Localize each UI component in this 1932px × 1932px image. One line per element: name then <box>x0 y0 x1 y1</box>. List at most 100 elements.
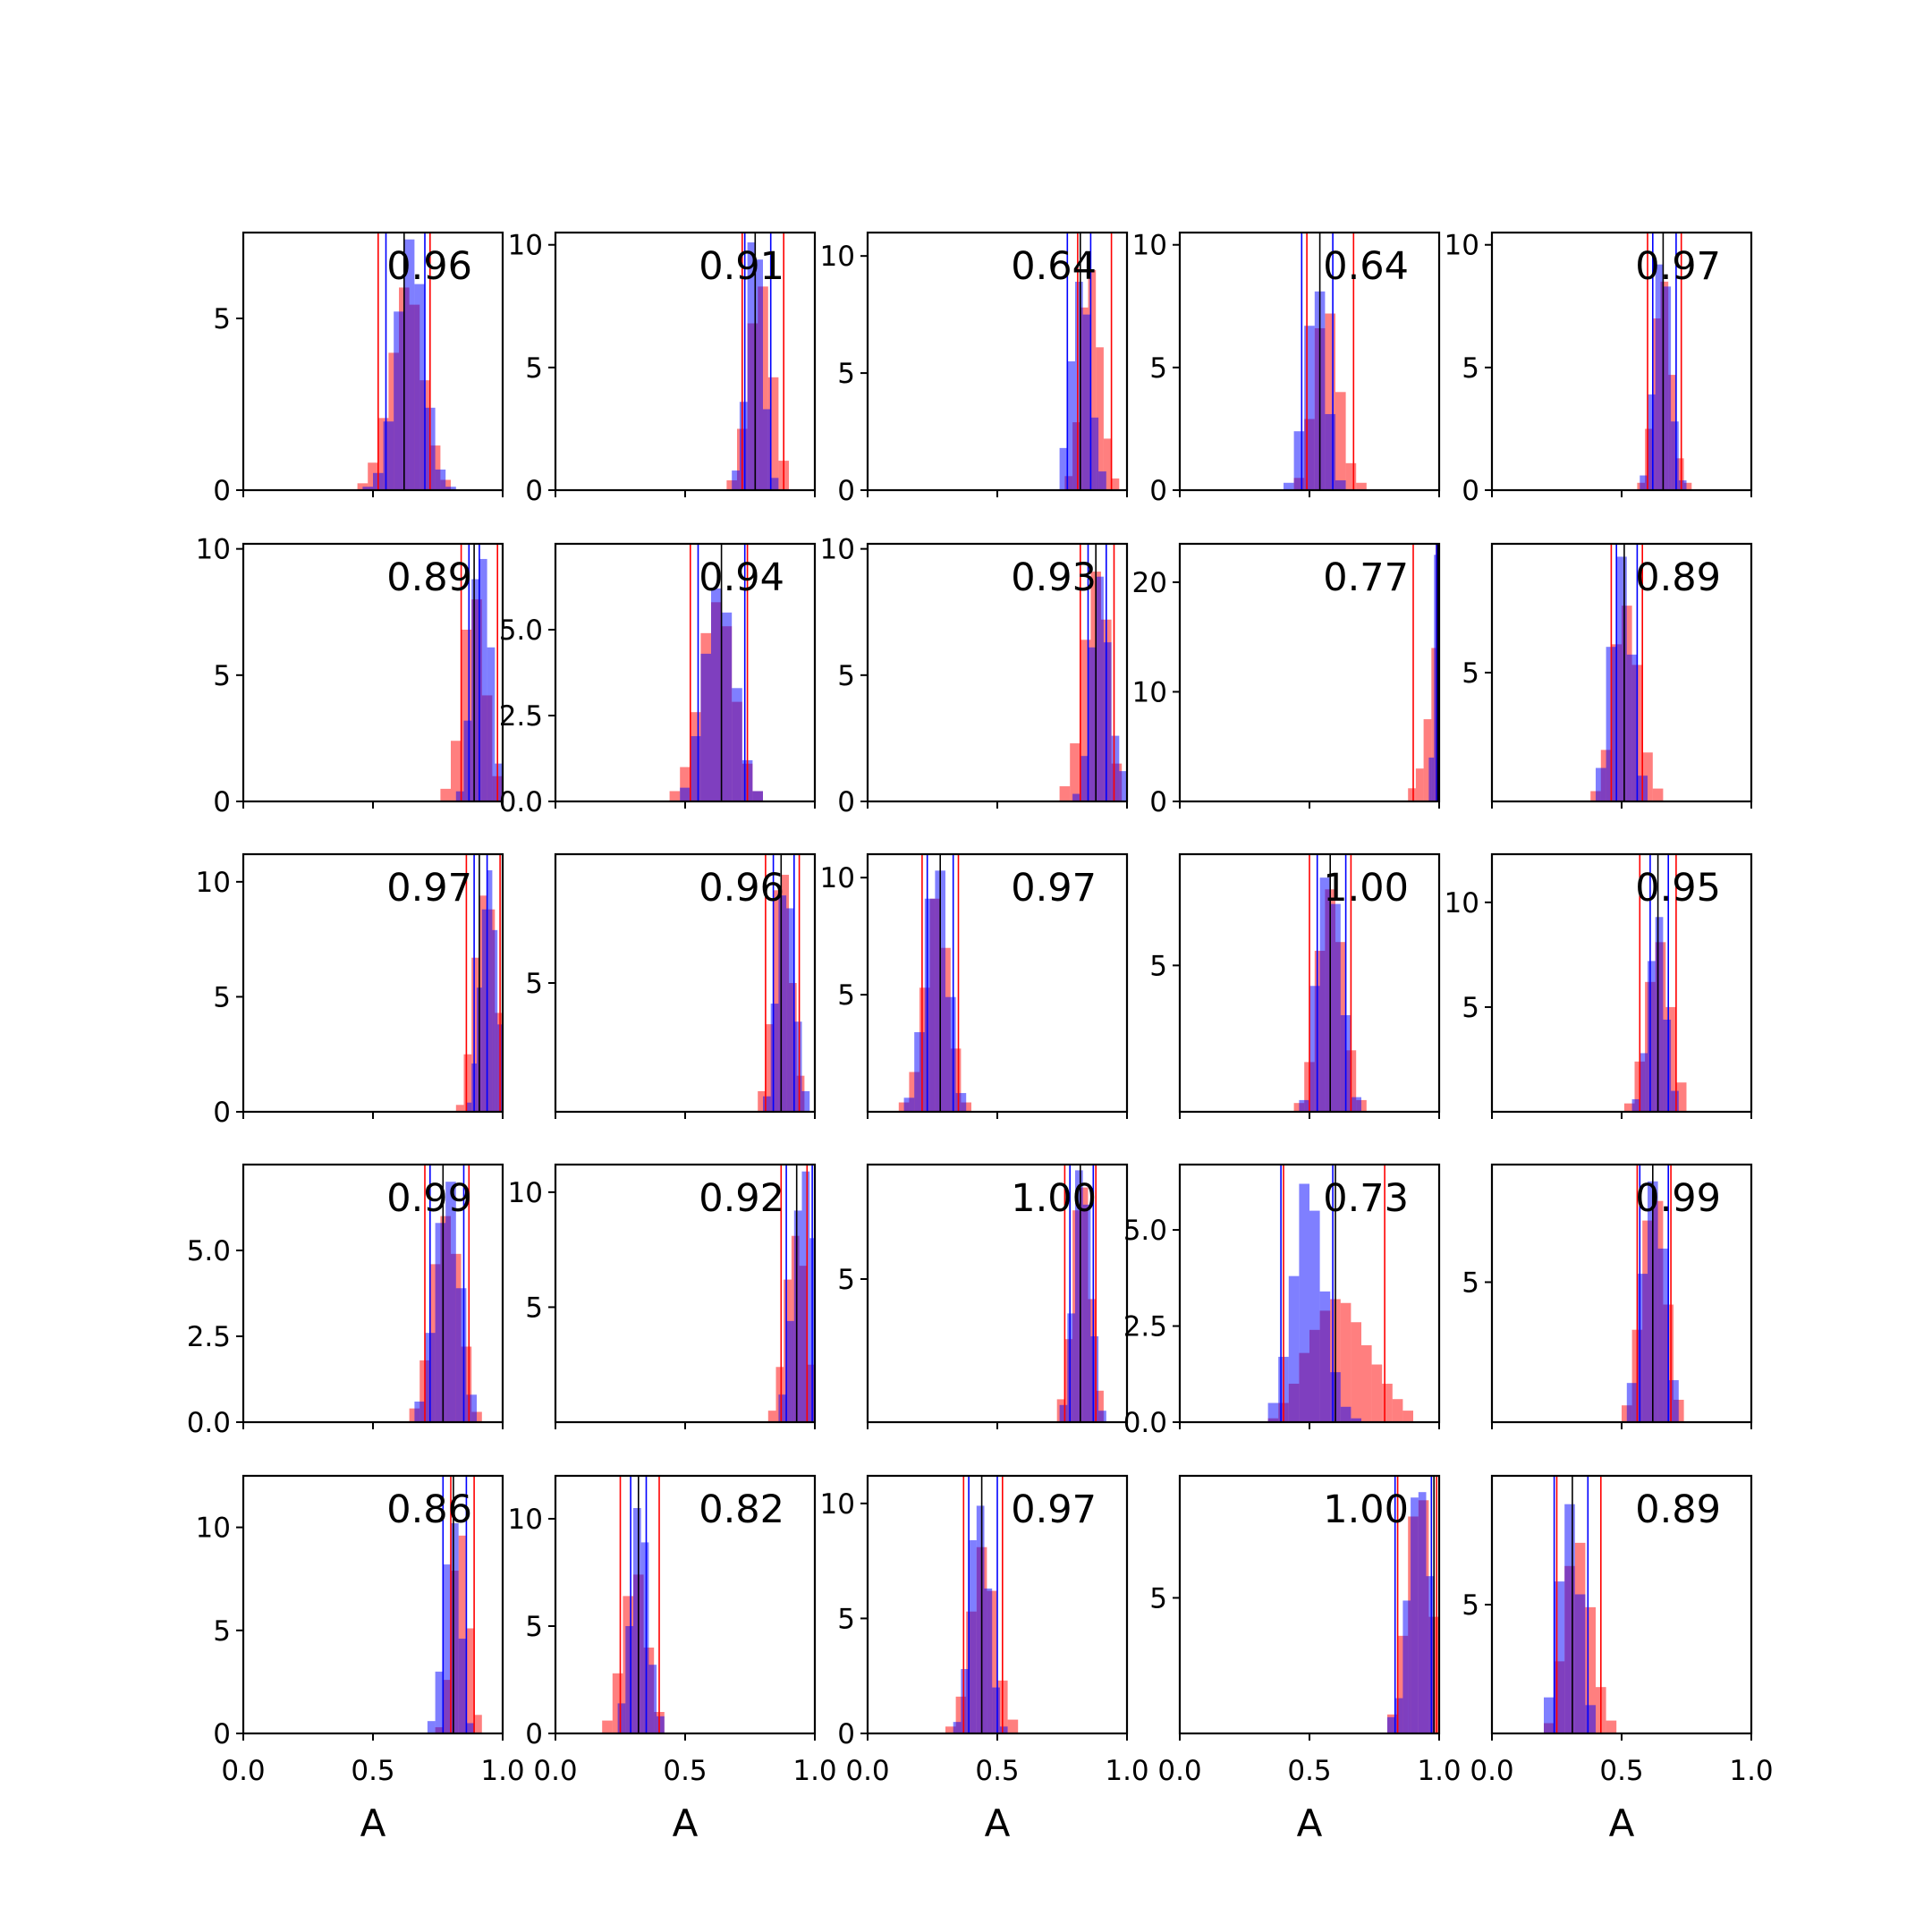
panel-3-5: 5 10 0.95 <box>1445 852 1753 1119</box>
red-hist-bar <box>1397 1635 1409 1733</box>
plot-area <box>898 854 971 1112</box>
blue-hist-bar <box>1387 1716 1395 1733</box>
plot-area <box>726 233 789 490</box>
blue-hist-bar <box>1671 1090 1679 1112</box>
blue-hist-bar <box>1088 647 1097 801</box>
blue-hist-bar <box>455 1288 467 1422</box>
blue-hist-bar <box>1072 793 1080 801</box>
blue-hist-bar <box>1640 475 1648 490</box>
blue-hist-bar <box>747 242 756 490</box>
y-tick-label: 0 <box>837 1718 855 1750</box>
y-tick-label: 0.0 <box>187 1407 231 1439</box>
panel-value-label: 0.96 <box>386 244 472 289</box>
y-tick-label: 0 <box>525 1718 543 1750</box>
plot-area <box>1284 233 1367 490</box>
y-tick-label: 5 <box>1462 1589 1479 1622</box>
y-tick-label: 5 <box>837 1603 855 1635</box>
y-tick-label: 10 <box>820 534 855 566</box>
red-hist-bar <box>1402 1411 1413 1422</box>
red-hist-bar <box>1088 269 1097 490</box>
red-hist-bar <box>1683 482 1692 490</box>
plot-area <box>1387 1476 1439 1733</box>
panel-value-label: 0.73 <box>1323 1176 1409 1221</box>
panel-5-5: 5 0.0 0.5 1.0 A 0.89 <box>1462 1474 1774 1845</box>
y-tick-label: 10 <box>508 230 543 262</box>
blue-hist-bar <box>1330 903 1341 1112</box>
blue-hist-bar <box>801 1090 810 1112</box>
panel-3-4: 51.00 <box>1149 852 1441 1119</box>
red-hist-bar <box>440 788 451 801</box>
red-hist-bar <box>1351 1322 1361 1422</box>
y-tick-label: 2.5 <box>187 1321 231 1353</box>
y-tick-label: 0 <box>525 475 543 507</box>
panel-1-2: 0 5 10 0.91 <box>508 230 817 507</box>
blue-hist-bar <box>739 402 748 490</box>
blue-hist-bar <box>1626 1383 1638 1422</box>
blue-hist-bar <box>1426 1576 1435 1733</box>
blue-hist-bar <box>435 1223 446 1422</box>
blue-hist-bar <box>1648 961 1656 1112</box>
blue-hist-bar <box>1067 361 1075 490</box>
y-tick-label: 5 <box>1462 1267 1479 1299</box>
blue-hist-bar <box>1103 642 1112 801</box>
blue-hist-bar <box>1293 431 1305 490</box>
blue-hist-bar <box>403 239 415 490</box>
panel-2-5: 50.89 <box>1462 542 1753 809</box>
blue-hist-bar <box>1616 556 1627 801</box>
plot-area <box>1622 1165 1684 1422</box>
red-hist-bar <box>767 1411 776 1422</box>
plot-area <box>945 1476 1019 1733</box>
x-axis-label: A <box>1297 1801 1323 1845</box>
blue-hist-bar <box>999 1726 1008 1733</box>
blue-hist-bar <box>1299 1099 1309 1112</box>
x-axis-label: A <box>1609 1801 1635 1845</box>
blue-hist-bar <box>435 1671 444 1733</box>
blue-hist-bar <box>1596 767 1606 801</box>
plot-area <box>1544 1476 1617 1733</box>
panel-value-label: 0.82 <box>699 1487 784 1532</box>
panel-value-label: 1.00 <box>1323 1487 1409 1532</box>
blue-hist-bar <box>487 870 493 1112</box>
x-tick-label: 1.0 <box>1105 1755 1148 1787</box>
blue-hist-bar <box>1663 1019 1672 1112</box>
panel-3-3: 5 10 0.97 <box>820 852 1129 1119</box>
panel-value-label: 0.64 <box>1323 244 1409 289</box>
x-tick-label: 0.0 <box>1157 1755 1201 1787</box>
red-hist-bar <box>1371 1364 1383 1422</box>
blue-hist-bar <box>1678 480 1687 490</box>
red-hist-bar <box>377 418 389 490</box>
y-tick-label: 20 <box>1132 567 1167 599</box>
blue-hist-bar <box>903 1097 915 1112</box>
y-tick-label: 0 <box>213 475 231 507</box>
y-tick-label: 5 <box>1149 1582 1167 1614</box>
red-hist-bar <box>1665 1006 1676 1112</box>
red-hist-bar <box>1111 478 1120 490</box>
panel-value-label: 0.97 <box>1635 244 1721 289</box>
blue-hist-bar <box>961 1669 970 1733</box>
panel-value-label: 0.91 <box>699 244 784 289</box>
blue-hist-bar <box>1668 1380 1679 1422</box>
panel-value-label: 0.97 <box>1011 866 1097 911</box>
y-tick-label: 0 <box>837 475 855 507</box>
blue-hist-bar <box>1626 654 1638 801</box>
panel-4-2: 5 10 0.92 <box>508 1163 817 1429</box>
panel-3-1: 0 5 10 0.97 <box>196 852 504 1129</box>
plot-area <box>1637 233 1692 490</box>
blue-hist-bar <box>793 1021 802 1112</box>
panel-value-label: 0.94 <box>699 555 784 600</box>
x-tick-label: 1.0 <box>792 1755 836 1787</box>
blue-hist-bar <box>495 763 503 801</box>
x-tick-label: 0.5 <box>663 1755 707 1787</box>
blue-hist-bar <box>383 421 394 490</box>
y-tick-label: 5 <box>213 1615 231 1648</box>
y-tick-label: 5 <box>213 303 231 335</box>
blue-hist-bar <box>445 1182 456 1422</box>
x-tick-label: 0.0 <box>221 1755 265 1787</box>
blue-hist-bar <box>1090 1336 1099 1422</box>
blue-hist-bar <box>801 1171 810 1422</box>
y-tick-label: 10 <box>1445 887 1479 919</box>
red-hist-bar <box>1059 786 1071 801</box>
y-tick-label: 10 <box>508 1177 543 1209</box>
y-tick-label: 10 <box>1132 230 1167 262</box>
x-axis-label: A <box>673 1801 699 1845</box>
